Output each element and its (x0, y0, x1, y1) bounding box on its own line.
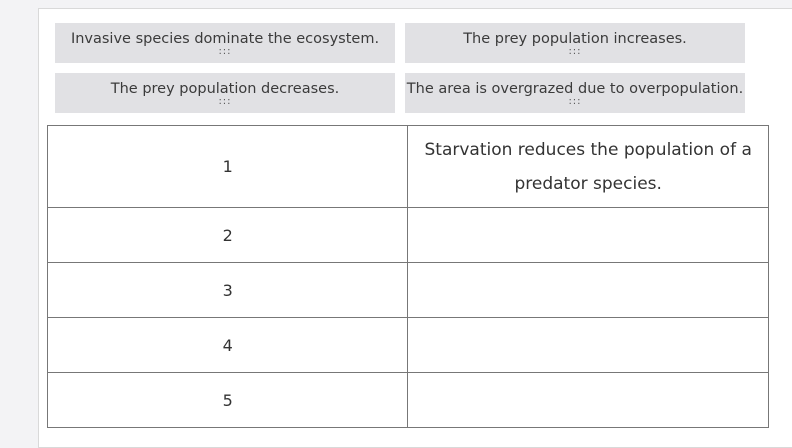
step-number: 3 (46, 262, 409, 318)
drag-tile-overgrazed[interactable]: The area is overgrazed due to overpopula… (405, 73, 745, 113)
step-number: 4 (46, 317, 409, 373)
drop-zone[interactable] (407, 207, 769, 263)
fixed-step-text: Starvation reduces the population of a p… (424, 139, 752, 194)
drag-tile-prey-increases[interactable]: The prey population increases. ::: (405, 23, 745, 63)
drop-zone[interactable] (407, 317, 769, 373)
step-number: 1 (46, 125, 409, 208)
drag-handle-icon[interactable]: ::: (218, 96, 232, 107)
drag-tile-prey-decreases[interactable]: The prey population decreases. ::: (55, 73, 395, 113)
drop-zone[interactable] (407, 372, 769, 428)
step-number: 2 (46, 207, 409, 263)
drag-tile-label: The prey population decreases. (110, 81, 340, 97)
drop-zone-filled: Starvation reduces the population of a p… (407, 125, 769, 208)
table-row: 4 (46, 317, 769, 373)
drag-handle-icon[interactable]: ::: (568, 96, 582, 107)
question-panel: Invasive species dominate the ecosystem.… (38, 8, 792, 448)
table-row: 2 (46, 207, 769, 263)
drag-tile-invasive-species[interactable]: Invasive species dominate the ecosystem.… (55, 23, 395, 63)
drag-tile-label: The area is overgrazed due to overpopula… (406, 81, 744, 97)
drag-tile-label: Invasive species dominate the ecosystem. (70, 31, 380, 47)
table-row: 3 (46, 262, 769, 318)
drop-zone[interactable] (407, 262, 769, 318)
drag-handle-icon[interactable]: ::: (568, 46, 582, 57)
drag-handle-icon[interactable]: ::: (218, 46, 232, 57)
table-row: 1 Starvation reduces the population of a… (46, 125, 769, 208)
table-row: 5 (46, 372, 769, 428)
drag-tile-label: The prey population increases. (463, 31, 687, 47)
sequence-table: 1 Starvation reduces the population of a… (46, 125, 769, 428)
step-number: 5 (46, 372, 409, 428)
